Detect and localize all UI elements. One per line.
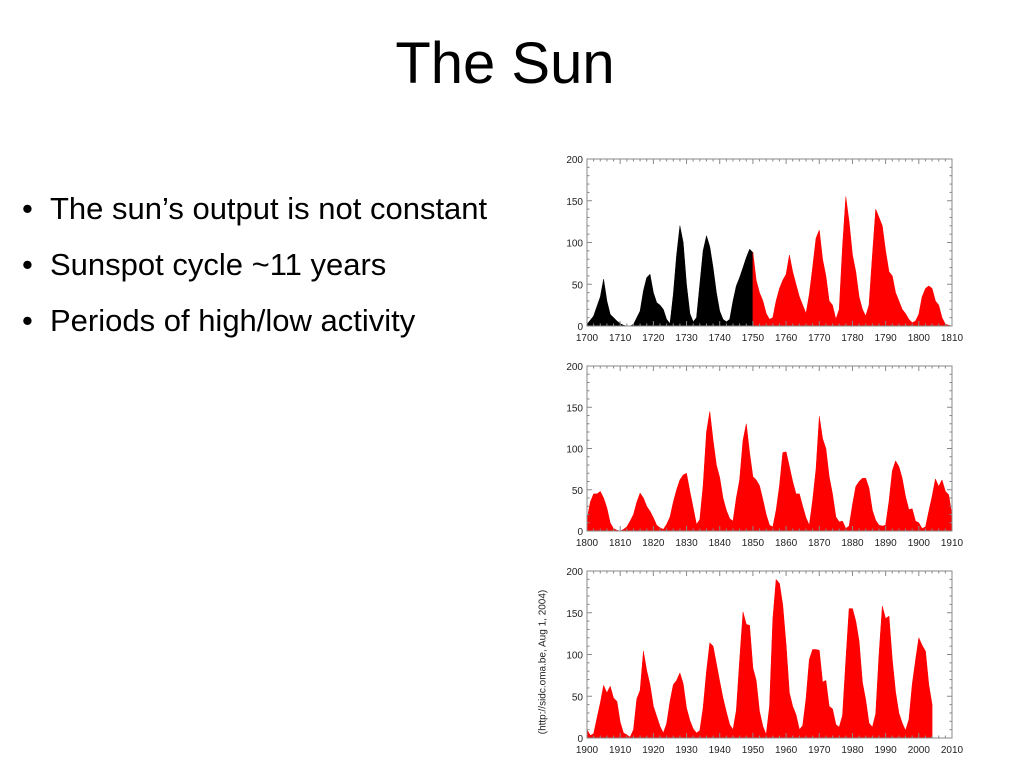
bullet-dot: • — [22, 303, 33, 338]
bullet-item: • Sunspot cycle ~11 years — [22, 246, 537, 284]
bullet-item: • Periods of high/low activity — [22, 302, 537, 340]
x-tick-label: 1880 — [841, 538, 864, 549]
x-tick-label: 1890 — [875, 538, 898, 549]
x-tick-label: 1740 — [709, 333, 732, 344]
x-tick-label: 1990 — [875, 745, 898, 756]
sunspot-chart-3: 1900 1910 1920 1930 1940 1950 1960 1970 1980 1990… — [566, 567, 963, 756]
series-area — [586, 578, 933, 739]
x-tick-label: 2010 — [941, 745, 964, 756]
x-tick-label: 1810 — [609, 538, 632, 549]
y-tick-label: 100 — [566, 239, 583, 250]
x-tick-label: 1950 — [742, 745, 765, 756]
y-tick-label: 0 — [577, 527, 583, 538]
x-tick-label: 1700 — [576, 333, 599, 344]
y-tick-label: 200 — [566, 362, 583, 373]
x-tick-label: 1840 — [709, 538, 732, 549]
y-tick-label: 0 — [577, 734, 583, 745]
x-tick-label: 1910 — [941, 538, 964, 549]
x-tick-label: 1810 — [941, 333, 964, 344]
x-tick-label: 1790 — [875, 333, 898, 344]
x-tick-label: 1710 — [609, 333, 632, 344]
x-tick-label: 1980 — [841, 745, 864, 756]
x-tick-label: 1770 — [808, 333, 831, 344]
bullet-item: • The sun’s output is not constant — [22, 190, 537, 228]
x-tick-label: 1860 — [775, 538, 798, 549]
bullet-text: Sunspot cycle ~11 years — [50, 247, 387, 282]
y-tick-label: 50 — [572, 280, 584, 291]
y-tick-label: 0 — [577, 322, 583, 333]
x-tick-label: 1850 — [742, 538, 765, 549]
x-tick-label: 1730 — [675, 333, 698, 344]
bullet-text: The sun’s output is not constant — [50, 191, 488, 226]
x-tick-label: 1960 — [775, 745, 798, 756]
x-tick-label: 1800 — [908, 333, 931, 344]
x-tick-label: 1900 — [908, 538, 931, 549]
x-tick-label: 1900 — [576, 745, 599, 756]
x-tick-label: 1930 — [675, 745, 698, 756]
y-tick-label: 50 — [572, 692, 584, 703]
x-tick-label: 1760 — [775, 333, 798, 344]
x-tick-label: 1940 — [709, 745, 732, 756]
x-tick-label: 1970 — [808, 745, 831, 756]
y-tick-label: 150 — [566, 197, 583, 208]
x-tick-label: 1920 — [642, 745, 665, 756]
y-tick-label: 200 — [566, 155, 583, 166]
bullet-list: • The sun’s output is not constant • Sun… — [22, 190, 537, 358]
bullet-dot: • — [22, 247, 33, 282]
y-tick-label: 100 — [566, 651, 583, 662]
y-tick-label: 50 — [572, 486, 584, 497]
bullet-dot: • — [22, 191, 33, 226]
y-tick-label: 150 — [566, 609, 583, 620]
x-tick-label: 1720 — [642, 333, 665, 344]
x-tick-label: 1870 — [808, 538, 831, 549]
y-tick-label: 100 — [566, 445, 583, 456]
y-tick-label: 200 — [566, 567, 583, 578]
x-tick-label: 1910 — [609, 745, 632, 756]
bullet-text: Periods of high/low activity — [50, 303, 416, 338]
series-area — [586, 411, 953, 532]
x-tick-label: 1750 — [742, 333, 765, 344]
sunspot-chart-1: 1700 1710 1720 1730 1740 1750 1760 1770 1780 1790… — [566, 155, 963, 344]
y-tick-label: 150 — [566, 403, 583, 414]
sunspot-chart-2: 1800 1810 1820 1830 1840 1850 1860 1870 1880 1890… — [566, 362, 963, 549]
x-tick-label: 1800 — [576, 538, 599, 549]
series-area — [586, 225, 754, 327]
slide-title: The Sun — [395, 31, 615, 96]
source-note: (http://sidc.oma.be, Aug 1, 2004) — [537, 589, 549, 735]
x-tick-label: 2000 — [908, 745, 931, 756]
series-area — [752, 196, 953, 327]
x-tick-label: 1830 — [675, 538, 698, 549]
x-tick-label: 1780 — [841, 333, 864, 344]
x-tick-label: 1820 — [642, 538, 665, 549]
